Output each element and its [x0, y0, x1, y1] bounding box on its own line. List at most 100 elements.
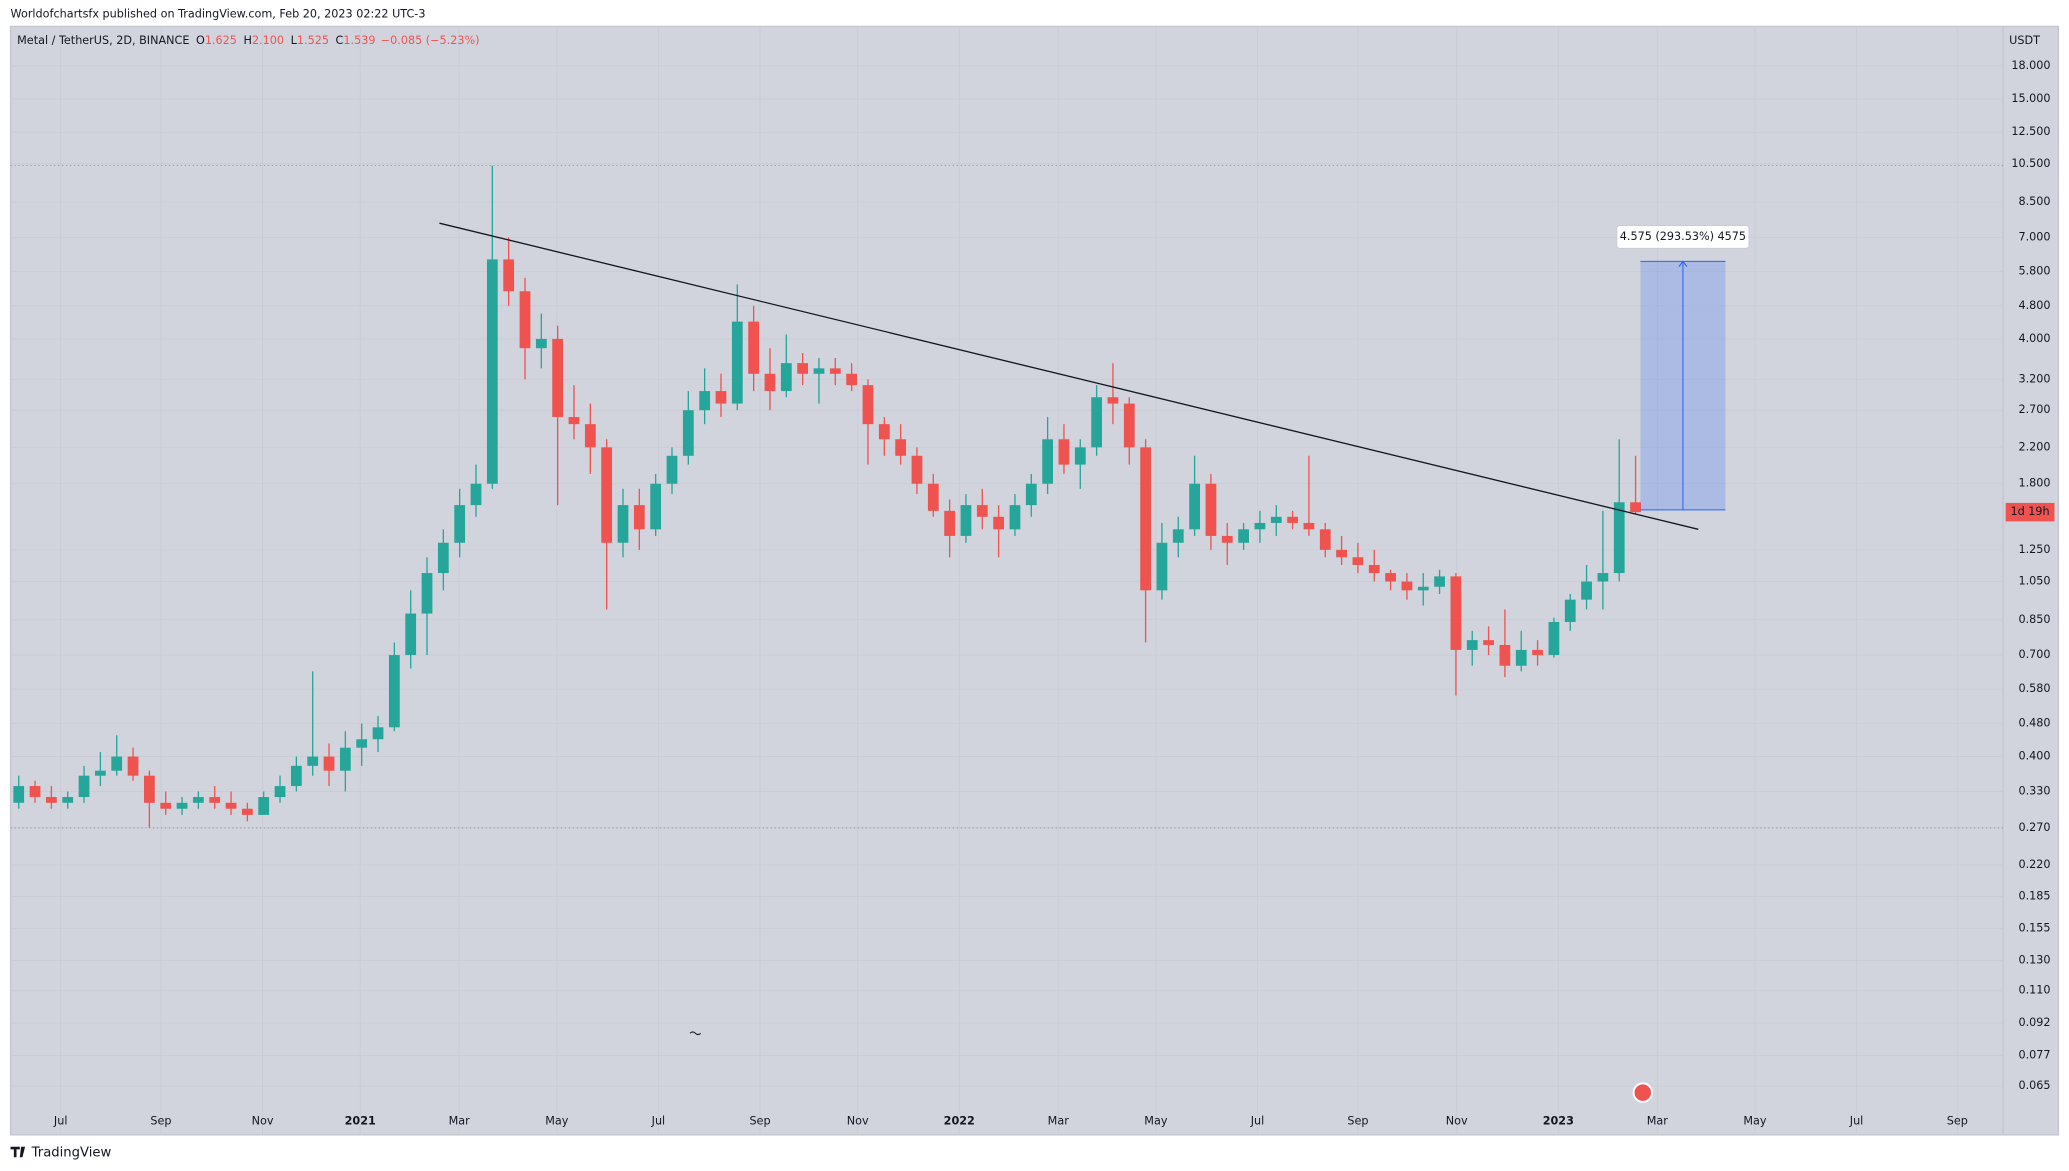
candle-body	[1581, 581, 1592, 600]
candle-body	[1270, 516, 1282, 523]
x-tick-label: 2022	[944, 1115, 975, 1128]
candle-body	[356, 739, 368, 748]
candle-body	[1483, 640, 1494, 645]
trendline	[439, 222, 1699, 530]
legend-value: 1.625	[205, 34, 237, 47]
candle-body	[405, 613, 417, 656]
candle-body	[1385, 573, 1396, 582]
x-tick-label: Jul	[651, 1115, 666, 1128]
y-tick-label: 18.000	[2011, 59, 2050, 72]
candle-body	[421, 573, 433, 614]
y-tick-label: 0.400	[2018, 750, 2050, 763]
candle-body	[797, 363, 809, 374]
legend-symbol: Metal / TetherUS, 2D, BINANCE	[17, 34, 189, 47]
candle-body	[241, 808, 253, 815]
publisher-line: Worldofchartsfx published on TradingView…	[11, 8, 426, 21]
candle-body	[209, 797, 221, 803]
candle-body	[1107, 397, 1119, 404]
legend-change: −0.085 (−5.23%)	[381, 34, 480, 47]
legend-value: 1.525	[297, 34, 329, 47]
candle-body	[94, 770, 106, 776]
candle-body	[780, 363, 792, 392]
y-tick-label: 0.065	[2018, 1079, 2050, 1092]
y-tick-label: 4.000	[2018, 332, 2050, 345]
y-tick-label: 12.500	[2011, 125, 2050, 138]
candle-body	[976, 505, 988, 517]
candle-body	[666, 455, 678, 484]
candle-body	[274, 786, 286, 798]
price-tag	[2005, 502, 2055, 522]
x-tick-label: May	[545, 1115, 569, 1128]
x-tick-label: Nov	[252, 1115, 274, 1128]
candle-body	[993, 516, 1005, 530]
candle-body	[78, 775, 90, 798]
candle-body	[1466, 640, 1478, 650]
candle-body	[535, 338, 547, 349]
candle-body	[1630, 502, 1641, 513]
legend-key: O	[196, 34, 205, 47]
candle-body	[1401, 581, 1413, 591]
candle-body	[225, 802, 237, 809]
candle-body	[1499, 644, 1511, 666]
candle-body	[682, 410, 694, 456]
candle-body	[813, 368, 825, 374]
y-tick-label: 0.330	[2018, 784, 2050, 797]
candle-body	[552, 338, 564, 418]
legend-key: L	[291, 34, 298, 47]
candle-body	[290, 765, 302, 787]
chart-layer: 18.000 15.000 12.500 10.500 8.500 7.000 5.800 4…	[10, 26, 2055, 1135]
candle-body	[388, 655, 400, 728]
tv-logo	[10, 1146, 26, 1158]
candle-body	[1450, 576, 1462, 650]
candle-body	[307, 756, 319, 766]
candle-body	[1172, 529, 1184, 543]
x-tick-label: Jul	[1250, 1115, 1265, 1128]
candle-body	[339, 747, 351, 771]
y-tick-label: 3.200	[2018, 372, 2050, 385]
candle-body	[372, 727, 384, 740]
candle-body	[731, 321, 743, 404]
y-tick-label: 0.270	[2018, 821, 2050, 834]
candle-body	[1287, 516, 1298, 523]
candle-body	[454, 505, 466, 543]
y-tick-label: 7.000	[2018, 230, 2050, 243]
candle-body	[1221, 535, 1233, 543]
x-tick-label: May	[1144, 1115, 1168, 1128]
candle-body	[437, 542, 449, 574]
candle-body	[1597, 573, 1609, 582]
candle-body	[29, 786, 41, 798]
candle-body	[1417, 586, 1429, 591]
candle-body	[1336, 549, 1347, 558]
y-tick-label: 0.220	[2018, 858, 2050, 871]
candle-body	[1613, 502, 1625, 574]
candle-body	[846, 373, 858, 386]
y-tick-label: 2.700	[2018, 403, 2050, 416]
candle-body	[1548, 621, 1560, 656]
candle-body	[1156, 542, 1168, 591]
candle-body	[1352, 557, 1364, 565]
x-tick-label: Sep	[1947, 1115, 1968, 1128]
candle-body	[1303, 522, 1315, 530]
candle-body	[829, 368, 841, 374]
y-tick-label: 5.800	[2018, 264, 2050, 277]
y-tick-label: 0.155	[2018, 922, 2050, 935]
candle-body	[1319, 529, 1331, 550]
legend: Metal / TetherUS, 2D, BINANCE O1.625 H2.10…	[17, 34, 479, 47]
y-tick-label: 2.200	[2018, 440, 2050, 453]
candle-body	[486, 259, 498, 484]
candle-body	[1368, 564, 1380, 574]
candle-body	[1532, 649, 1543, 656]
candle-body	[568, 417, 580, 425]
y-tick-label: 8.500	[2018, 195, 2050, 208]
y-tick-label: 0.580	[2018, 682, 2050, 695]
event-icon[interactable]	[1632, 1082, 1654, 1103]
y-tick-label: 0.092	[2018, 1016, 2050, 1029]
y-tick-label: 0.185	[2018, 889, 2050, 902]
y-tick-label: 0.850	[2018, 613, 2050, 626]
candle-body	[862, 385, 874, 425]
candle-body	[601, 447, 613, 543]
countdown: 1d 19h	[2010, 505, 2049, 518]
candle-body	[1058, 439, 1070, 465]
